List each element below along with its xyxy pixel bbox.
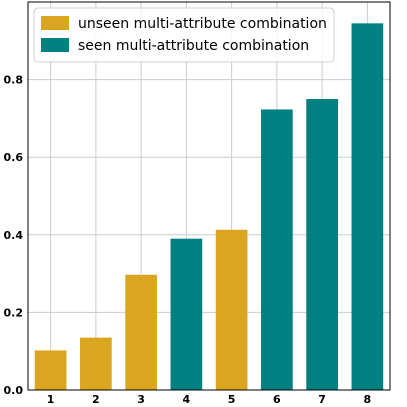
x-tick-label: 5 [228, 393, 236, 406]
y-tick-label: 0.2 [4, 306, 24, 319]
bar-6 [261, 109, 293, 390]
x-tick-label: 1 [47, 393, 55, 406]
legend-label-unseen: unseen multi-attribute combination [78, 16, 327, 32]
bar-3 [125, 274, 157, 390]
y-tick-label: 0.4 [4, 229, 24, 242]
plot-frame [27, 1, 391, 391]
legend: unseen multi-attribute combination seen m… [33, 7, 335, 63]
legend-box [33, 7, 335, 63]
legend-swatch-unseen [41, 16, 69, 30]
x-axis: 1 2 3 4 5 6 7 8 [47, 393, 371, 406]
legend-swatch-seen [41, 38, 69, 52]
y-tick-label: 0.6 [4, 151, 24, 164]
bar-2 [80, 337, 112, 390]
bar-5 [215, 229, 248, 390]
x-tick-label: 4 [183, 393, 191, 406]
bar-1 [34, 350, 67, 390]
y-axis: 0.0 0.2 0.4 0.6 0.8 [4, 74, 24, 397]
bar-8 [351, 23, 384, 391]
x-tick-label: 6 [273, 393, 281, 406]
y-tick-label: 0.8 [4, 74, 24, 87]
x-tick-label: 2 [92, 393, 100, 406]
x-tick-label: 3 [137, 393, 145, 406]
bar-4 [170, 238, 203, 390]
bar-7 [306, 99, 338, 390]
x-tick-label: 8 [364, 393, 372, 406]
y-tick-label: 0.0 [4, 384, 24, 397]
legend-label-seen: seen multi-attribute combination [78, 38, 309, 54]
x-tick-label: 7 [318, 393, 326, 406]
bars [34, 23, 384, 391]
